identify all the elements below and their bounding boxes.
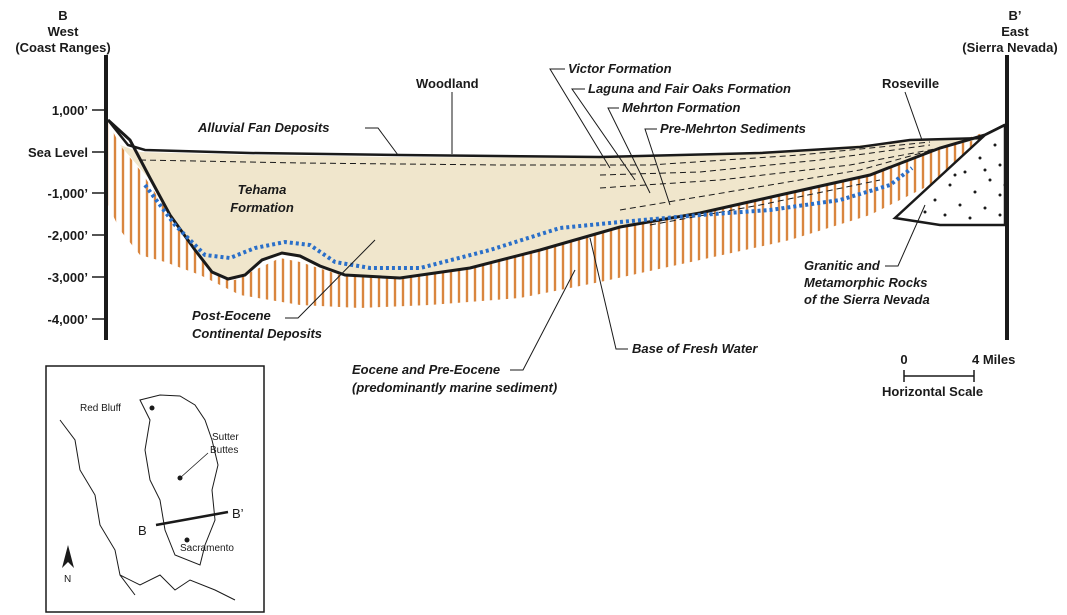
elev-tick-label: -3,000’ (48, 270, 88, 285)
east-word: East (1001, 24, 1029, 39)
formation-boundaries (139, 141, 951, 226)
tehama-label-1: Tehama (238, 182, 287, 197)
inset-sutter-1: Sutter (212, 432, 239, 443)
elev-tick-label: -4,000’ (48, 312, 88, 327)
pre-mehrton-label: Pre-Mehrton Sediments (660, 121, 806, 136)
alluvial-fan-label: Alluvial Fan Deposits (197, 120, 329, 135)
inset-map: Red Bluff Sutter Buttes B B’ Sacramento … (45, 365, 265, 613)
elev-tick-label: 1,000’ (52, 103, 88, 118)
laguna-formation-label: Laguna and Fair Oaks Formation (588, 81, 791, 96)
elev-tick-label: -1,000’ (48, 186, 88, 201)
east-letter: B’ (1009, 8, 1022, 23)
inset-b: B (138, 523, 147, 538)
scale-zero: 0 (900, 352, 907, 367)
eocene-label-2: (predominantly marine sediment) (352, 380, 557, 395)
inset-sacramento: Sacramento (180, 543, 234, 554)
granitic-label-1: Granitic and (804, 258, 881, 273)
basin-fill (120, 138, 985, 280)
west-word: West (48, 24, 79, 39)
mehrton-formation-label: Mehrton Formation (622, 100, 740, 115)
eocene-label-1: Eocene and Pre-Eocene (352, 362, 500, 377)
horizontal-scale: 0 4 Miles Horizontal Scale (882, 352, 1015, 399)
eocene-hatch-zone (108, 122, 985, 308)
north-arrow-icon (62, 545, 74, 568)
roseville-label: Roseville (882, 76, 939, 91)
base-fresh-water-label: Base of Fresh Water (632, 341, 758, 356)
elev-tick-label: Sea Level (28, 145, 88, 160)
tehama-label-2: Formation (230, 200, 294, 215)
base-of-fresh-water-line (143, 166, 914, 270)
west-letter: B (58, 8, 67, 23)
east-sub: (Sierra Nevada) (962, 40, 1057, 55)
inset-red-bluff: Red Bluff (80, 403, 121, 414)
inset-sutter-2: Buttes (210, 445, 238, 456)
ground-surface (107, 119, 1006, 159)
elevation-ticks (92, 109, 106, 320)
granitic-label-2: Metamorphic Rocks (804, 275, 928, 290)
post-eocene-label-1: Post-Eocene (192, 308, 271, 323)
inset-b-prime: B’ (232, 506, 244, 521)
victor-formation-label: Victor Formation (568, 61, 672, 76)
inset-north: N (64, 574, 71, 585)
post-eocene-label-2: Continental Deposits (192, 326, 322, 341)
woodland-label: Woodland (416, 76, 479, 91)
west-sub: (Coast Ranges) (15, 40, 110, 55)
scale-four: 4 Miles (972, 352, 1015, 367)
scale-caption: Horizontal Scale (882, 384, 983, 399)
granitic-label-3: of the Sierra Nevada (804, 292, 930, 307)
elev-tick-label: -2,000’ (48, 228, 88, 243)
